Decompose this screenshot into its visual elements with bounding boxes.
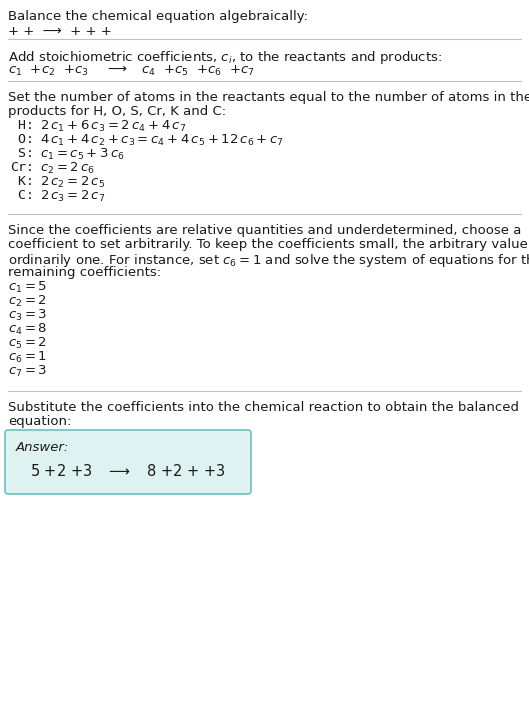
Text: Set the number of atoms in the reactants equal to the number of atoms in the: Set the number of atoms in the reactants… bbox=[8, 91, 529, 104]
Text: $c_6 = 1$: $c_6 = 1$ bbox=[8, 350, 47, 365]
Text: $c_1$  +$c_2$  +$c_3$    $\longrightarrow$   $c_4$  +$c_5$  +$c_6$  +$c_7$: $c_1$ +$c_2$ +$c_3$ $\longrightarrow$ $c… bbox=[8, 64, 255, 78]
Text: Since the coefficients are relative quantities and underdetermined, choose a: Since the coefficients are relative quan… bbox=[8, 224, 522, 237]
Text: $c_5 = 2$: $c_5 = 2$ bbox=[8, 336, 47, 351]
Text: $2\,c_3 = 2\,c_7$: $2\,c_3 = 2\,c_7$ bbox=[40, 189, 105, 204]
Text: $c_2 = 2$: $c_2 = 2$ bbox=[8, 294, 47, 309]
Text: Answer:: Answer: bbox=[16, 441, 69, 454]
Text: S:: S: bbox=[10, 147, 34, 160]
Text: Substitute the coefficients into the chemical reaction to obtain the balanced: Substitute the coefficients into the che… bbox=[8, 401, 519, 414]
Text: $c_2 = 2\,c_6$: $c_2 = 2\,c_6$ bbox=[40, 161, 95, 176]
Text: $c_3 = 3$: $c_3 = 3$ bbox=[8, 308, 47, 323]
Text: O:: O: bbox=[10, 133, 34, 146]
Text: $c_1 = 5$: $c_1 = 5$ bbox=[8, 280, 47, 295]
Text: $4\,c_1+4\,c_2+c_3 = c_4+4\,c_5+12\,c_6+c_7$: $4\,c_1+4\,c_2+c_3 = c_4+4\,c_5+12\,c_6+… bbox=[40, 133, 284, 148]
Text: equation:: equation: bbox=[8, 415, 71, 428]
Text: coefficient to set arbitrarily. To keep the coefficients small, the arbitrary va: coefficient to set arbitrarily. To keep … bbox=[8, 238, 529, 251]
Text: $c_1 = c_5+3\,c_6$: $c_1 = c_5+3\,c_6$ bbox=[40, 147, 125, 162]
Text: Add stoichiometric coefficients, $c_i$, to the reactants and products:: Add stoichiometric coefficients, $c_i$, … bbox=[8, 49, 442, 66]
Text: C:: C: bbox=[10, 189, 34, 202]
Text: products for H, O, S, Cr, K and C:: products for H, O, S, Cr, K and C: bbox=[8, 105, 226, 118]
Text: remaining coefficients:: remaining coefficients: bbox=[8, 266, 161, 279]
Text: K:: K: bbox=[10, 175, 34, 188]
Text: H:: H: bbox=[10, 119, 34, 132]
Text: Balance the chemical equation algebraically:: Balance the chemical equation algebraica… bbox=[8, 10, 308, 23]
Text: Cr:: Cr: bbox=[10, 161, 34, 174]
Text: ordinarily one. For instance, set $c_6 = 1$ and solve the system of equations fo: ordinarily one. For instance, set $c_6 =… bbox=[8, 252, 529, 269]
Text: $2\,c_2 = 2\,c_5$: $2\,c_2 = 2\,c_5$ bbox=[40, 175, 105, 190]
Text: $5$ +$2$ +$3$   $\longrightarrow$   $8$ +$2$ + +$3$: $5$ +$2$ +$3$ $\longrightarrow$ $8$ +$2$… bbox=[30, 463, 225, 479]
FancyBboxPatch shape bbox=[5, 430, 251, 494]
Text: + +  ⟶  + + +: + + ⟶ + + + bbox=[8, 25, 112, 38]
Text: $2\,c_1+6\,c_3 = 2\,c_4+4\,c_7$: $2\,c_1+6\,c_3 = 2\,c_4+4\,c_7$ bbox=[40, 119, 186, 134]
Text: $c_7 = 3$: $c_7 = 3$ bbox=[8, 364, 47, 379]
Text: $c_4 = 8$: $c_4 = 8$ bbox=[8, 322, 47, 337]
